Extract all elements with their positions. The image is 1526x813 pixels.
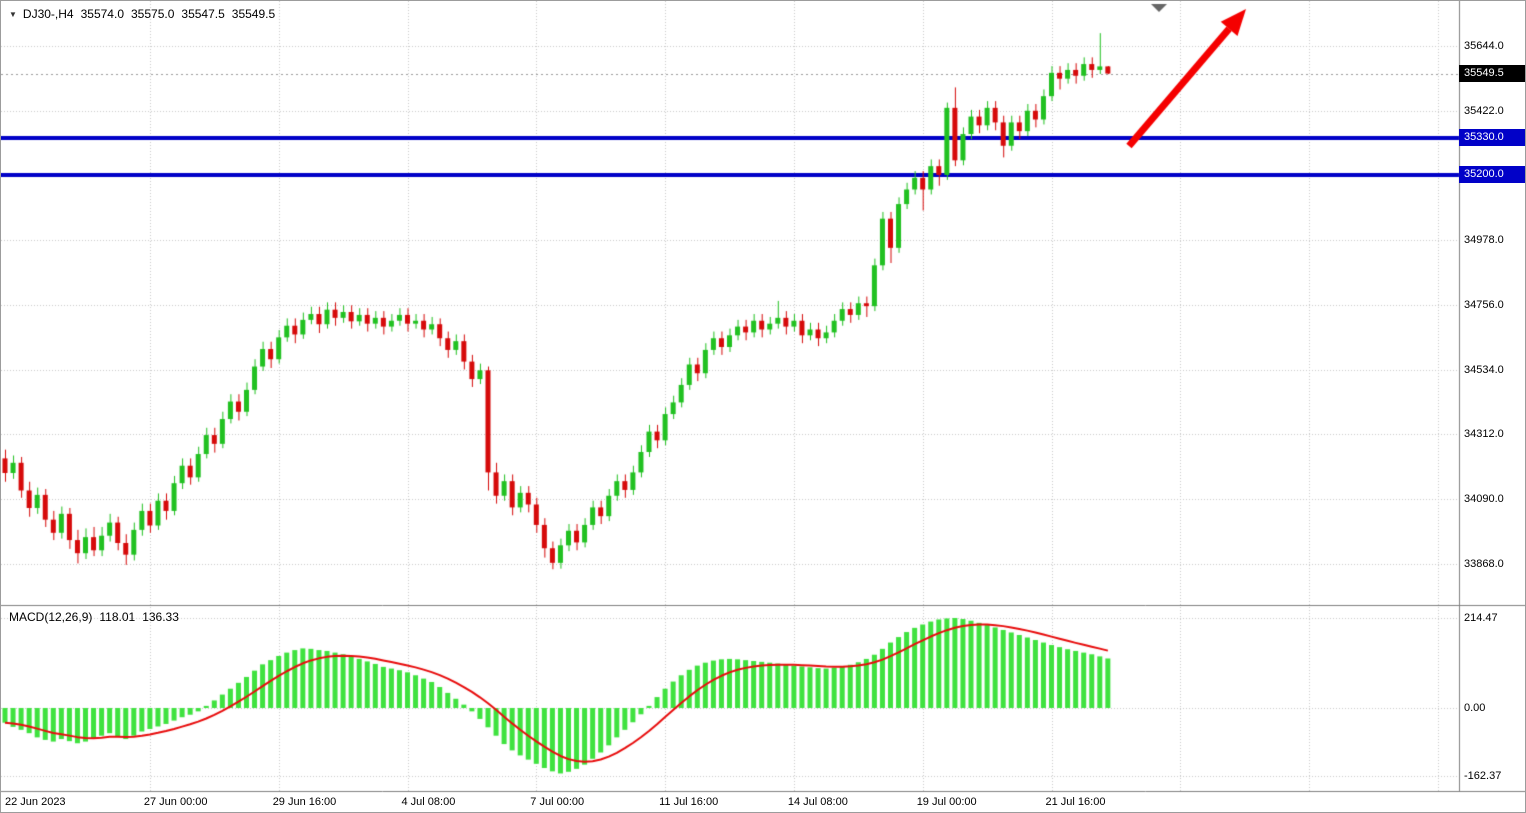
ohlc-header: ▼ DJ30-,H4 35574.0 35575.0 35547.5 35549… [9, 7, 275, 21]
high-value: 35575.0 [131, 7, 175, 21]
macd-main-value: 118.01 [99, 610, 136, 624]
time-axis-label: 22 Jun 2023 [5, 796, 66, 808]
time-axis-label: 21 Jul 16:00 [1045, 796, 1106, 808]
macd-scale-label: 0.00 [1464, 702, 1486, 714]
price-axis-label: 34534.0 [1464, 363, 1504, 376]
current-price-box: 35549.5 [1459, 64, 1525, 82]
price-axis-label: 34312.0 [1464, 428, 1504, 441]
time-axis-label: 11 Jul 16:00 [659, 796, 719, 808]
price-axis-label: 33868.0 [1464, 557, 1504, 570]
price-axis-label: 35422.0 [1464, 104, 1504, 117]
price-axis[interactable]: 35549.5 35330.0 35200.0 214.47 0.00 -162… [1459, 1, 1525, 791]
price-axis-label: 35644.0 [1464, 40, 1504, 52]
macd-scale-label: 214.47 [1464, 612, 1498, 624]
level-price-box: 35200.0 [1459, 166, 1525, 184]
time-axis-label: 19 Jul 00:00 [916, 796, 977, 808]
macd-indicator-label: MACD(12,26,9) 118.01 136.33 [9, 610, 179, 624]
time-axis-label: 27 Jun 00:00 [143, 796, 208, 808]
macd-scale-label: -162.37 [1464, 770, 1502, 783]
macd-signal-value: 136.33 [142, 610, 179, 624]
level-price-box: 35330.0 [1459, 128, 1525, 146]
symbol-period-label: DJ30-,H4 [22, 7, 74, 21]
macd-title: MACD(12,26,9) [9, 610, 93, 624]
time-axis-label: 29 Jun 16:00 [272, 796, 337, 808]
price-axis-label: 34756.0 [1464, 298, 1504, 311]
price-axis-label: 34978.0 [1464, 234, 1504, 247]
time-axis-label: 7 Jul 00:00 [530, 796, 585, 808]
time-axis-label: 14 Jul 08:00 [787, 796, 848, 808]
open-value: 35574.0 [80, 7, 124, 21]
time-axis[interactable]: 22 Jun 2023 27 Jun 00:00 29 Jun 16:00 4 Jul… [1, 791, 1525, 812]
close-value: 35549.5 [231, 7, 276, 21]
time-axis-label: 4 Jul 08:00 [401, 796, 456, 808]
price-axis-label: 34090.0 [1464, 493, 1504, 506]
low-value: 35547.5 [181, 7, 225, 21]
symbol-marker-icon: ▼ [9, 9, 17, 19]
